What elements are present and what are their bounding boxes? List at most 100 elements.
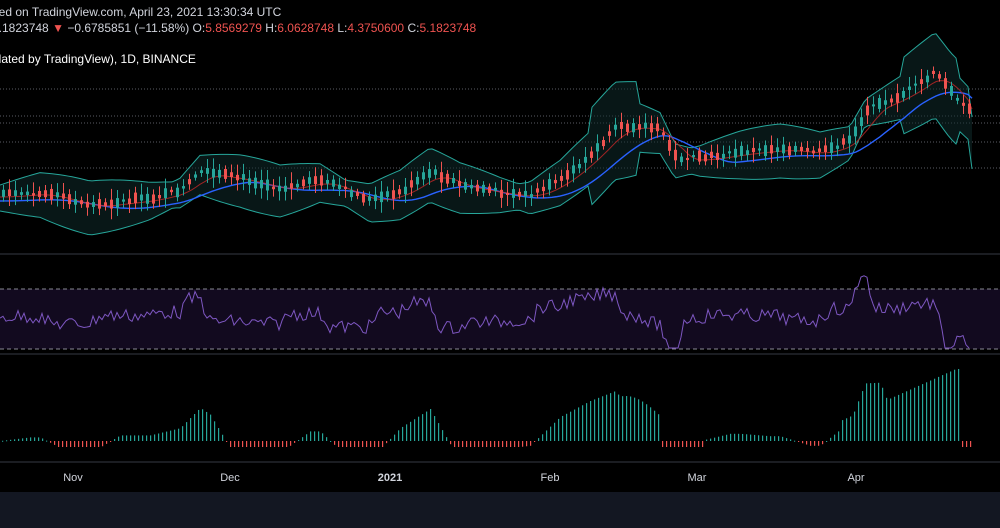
histogram-bar	[514, 441, 516, 447]
histogram-bar	[694, 441, 696, 447]
histogram-bar	[162, 432, 164, 441]
histogram-bar	[358, 441, 360, 447]
histogram-bar	[834, 434, 836, 441]
histogram-bar	[638, 399, 640, 441]
bb-lower-line	[0, 118, 973, 236]
open-label: O:	[192, 21, 206, 35]
histogram-bar	[54, 441, 56, 445]
histogram-bar	[958, 369, 960, 441]
histogram-bar	[738, 433, 740, 441]
histogram-bar	[382, 441, 384, 447]
last-price: 5.1823748	[0, 21, 49, 35]
candle-body	[902, 90, 905, 98]
histogram-bar	[126, 435, 128, 441]
histogram-bar	[922, 384, 924, 441]
histogram-bar	[574, 409, 576, 441]
symbol-line: ulated by TradingView), 1D, BINANCE	[0, 52, 196, 66]
histogram-bar	[806, 441, 808, 445]
rsi-panel	[0, 275, 1000, 350]
candle-body	[26, 191, 29, 196]
histogram-bar	[86, 441, 88, 447]
histogram-bar	[330, 441, 332, 442]
candle-body	[764, 145, 767, 157]
candle-body	[200, 170, 203, 174]
candle-body	[38, 190, 41, 197]
histogram-bar	[466, 441, 468, 447]
candle-body	[260, 179, 263, 189]
histogram-bar	[686, 441, 688, 447]
histogram-bar	[590, 401, 592, 441]
histogram-bar	[306, 434, 308, 441]
histogram-bar	[102, 441, 104, 447]
histogram-bar	[310, 431, 312, 441]
candle-body	[224, 168, 227, 179]
histogram-bar	[130, 435, 132, 441]
histogram-bar	[762, 435, 764, 441]
histogram-bar	[538, 438, 540, 441]
histogram-bar	[814, 441, 816, 446]
histogram-bar	[202, 409, 204, 441]
candle-body	[380, 191, 383, 203]
histogram-bar	[790, 439, 792, 441]
histogram-bar	[594, 399, 596, 441]
candle-body	[884, 100, 887, 105]
candle-body	[122, 199, 125, 202]
candle-body	[242, 174, 245, 180]
candle-body	[812, 150, 815, 154]
histogram-bar	[858, 401, 860, 441]
candle-body	[464, 182, 467, 190]
candle-body	[182, 186, 185, 189]
candle-body	[164, 188, 167, 199]
candle-body	[458, 180, 461, 187]
candle-body	[140, 194, 143, 201]
candle-body	[344, 186, 347, 189]
histogram-bar	[614, 391, 616, 441]
candle-body	[194, 174, 197, 178]
candle-body	[644, 122, 647, 129]
histogram-bar	[270, 441, 272, 447]
candle-body	[680, 156, 683, 163]
candle-body	[272, 186, 275, 190]
candle-body	[920, 79, 923, 84]
histogram-bar	[678, 441, 680, 447]
histogram-bar	[190, 418, 192, 441]
histogram-bar	[442, 430, 444, 441]
histogram-bar	[362, 441, 364, 447]
histogram-bar	[546, 430, 548, 441]
histogram-bar	[650, 407, 652, 441]
histogram-bar	[366, 441, 368, 447]
histogram-bar	[390, 438, 392, 441]
histogram-bar	[706, 439, 708, 441]
histogram-bar	[642, 401, 644, 441]
histogram-bar	[854, 411, 856, 441]
histogram-bar	[486, 441, 488, 447]
candle-body	[308, 177, 311, 184]
histogram-bar	[286, 441, 288, 447]
histogram-bar	[222, 434, 224, 441]
histogram-bar	[654, 410, 656, 441]
candle-body	[452, 177, 455, 184]
candle-body	[878, 98, 881, 109]
histogram-bar	[798, 441, 800, 442]
histogram-bar	[478, 441, 480, 447]
histogram-bar	[726, 434, 728, 441]
candle-body	[188, 179, 191, 185]
histogram-bar	[722, 435, 724, 441]
histogram-bar	[818, 441, 820, 446]
candle-body	[206, 168, 209, 174]
histogram-bar	[470, 441, 472, 447]
histogram-bar	[58, 441, 60, 447]
histogram-bar	[602, 396, 604, 441]
open-value: 5.8569279	[205, 21, 262, 35]
histogram-bar	[946, 373, 948, 441]
histogram-bar	[754, 434, 756, 441]
histogram-bar	[838, 431, 840, 441]
histogram-bar	[898, 394, 900, 441]
histogram-bar	[214, 421, 216, 441]
candle-body	[32, 193, 35, 196]
candle-body	[374, 194, 377, 202]
histogram-bar	[710, 438, 712, 441]
histogram-bar	[630, 396, 632, 441]
candle-body	[752, 147, 755, 153]
